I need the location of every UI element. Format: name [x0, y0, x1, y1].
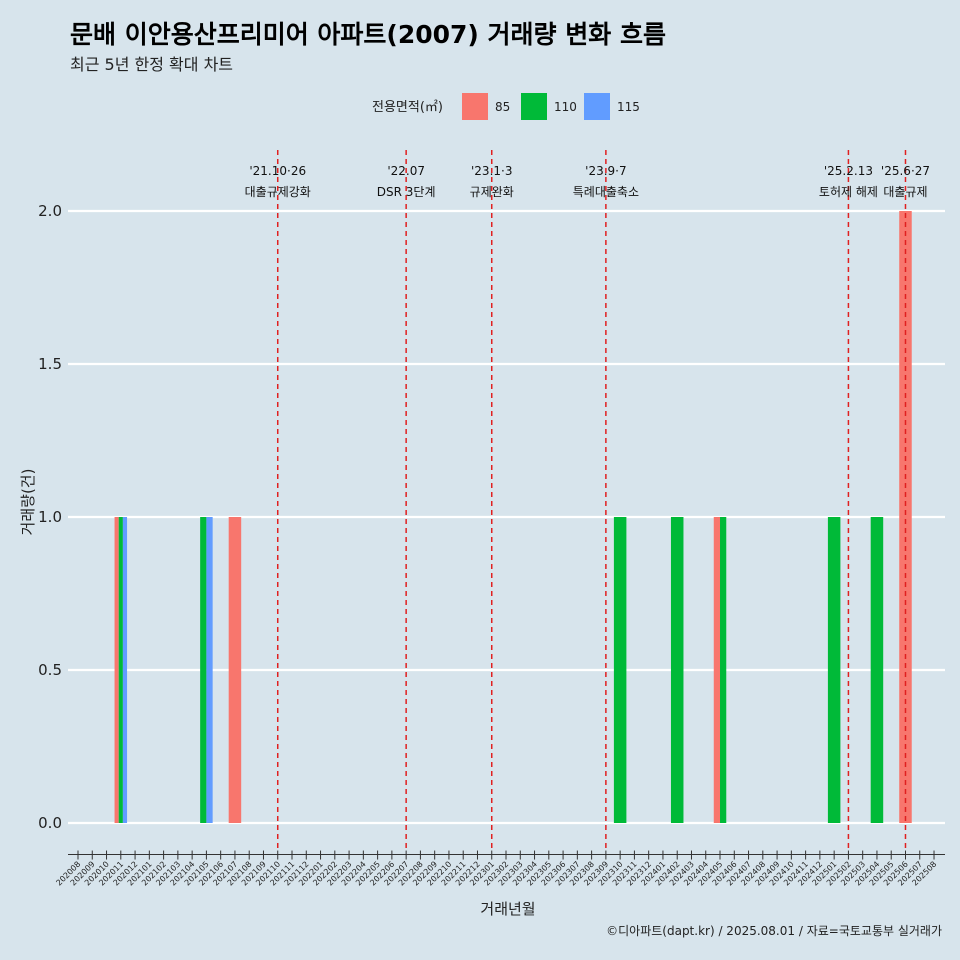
gridlines	[68, 209, 945, 825]
legend-key-115	[584, 93, 610, 120]
event-label-5: 대출규제	[883, 185, 927, 199]
bar-110-202504	[870, 517, 884, 823]
event-date-3: '23.9·7	[585, 164, 626, 178]
chart-title: 문배 이안용산프리미어 아파트(2007) 거래량 변화 흐름	[70, 20, 666, 49]
y-tick-label-1: 0.5	[38, 661, 62, 679]
bar-85-202506	[899, 211, 912, 823]
bar-110-202501	[827, 517, 841, 823]
bar-115-202105	[206, 517, 213, 823]
legend-key-110	[521, 93, 547, 120]
event-label-0: 대출규제강화	[245, 185, 311, 199]
bar-85-202011	[114, 517, 119, 823]
chart-subtitle: 최근 5년 한정 확대 차트	[70, 55, 233, 74]
y-tick-label-2: 1.0	[38, 508, 62, 526]
legend-label-85: 85	[495, 100, 510, 114]
bar-110-202011	[118, 517, 123, 823]
bar-110-202105	[200, 517, 207, 823]
event-date-1: '22.07	[387, 164, 425, 178]
legend: 전용면적(㎡) 85 110 115	[372, 93, 640, 120]
event-date-2: '23.1·3	[471, 164, 512, 178]
y-tick-label-0: 0.0	[38, 814, 62, 832]
bar-110-202310	[613, 517, 627, 823]
event-label-1: DSR 3단계	[377, 185, 436, 199]
bar-85-202405	[713, 517, 721, 823]
y-axis: 0.0 0.5 1.0 1.5 2.0	[38, 202, 62, 832]
y-tick-label-3: 1.5	[38, 355, 62, 373]
legend-key-85	[462, 93, 488, 120]
bars	[114, 211, 912, 823]
event-label-4: 토허제 해제	[819, 185, 878, 199]
bar-110-202402	[670, 517, 684, 823]
event-date-4: '25.2.13	[824, 164, 873, 178]
event-label-3: 특례대출축소	[573, 185, 639, 199]
event-date-5: '25.6·27	[881, 164, 930, 178]
y-tick-label-4: 2.0	[38, 202, 62, 220]
x-axis-title: 거래년월	[480, 900, 535, 918]
y-axis-title: 거래량(건)	[19, 469, 37, 536]
legend-label-110: 110	[554, 100, 577, 114]
bar-110-202405	[720, 517, 727, 823]
bar-85-202107	[228, 517, 242, 823]
event-date-0: '21.10·26	[249, 164, 306, 178]
event-label-2: 규제완화	[470, 185, 514, 199]
legend-title: 전용면적(㎡)	[372, 100, 443, 115]
caption: ©디아파트(dapt.kr) / 2025.08.01 / 자료=국토교통부 실…	[606, 924, 942, 938]
event-markers: '21.10·26 대출규제강화 '22.07 DSR 3단계 '23.1·3 규제완화 '…	[245, 150, 930, 851]
legend-label-115: 115	[617, 100, 640, 114]
bar-115-202011	[122, 517, 128, 823]
